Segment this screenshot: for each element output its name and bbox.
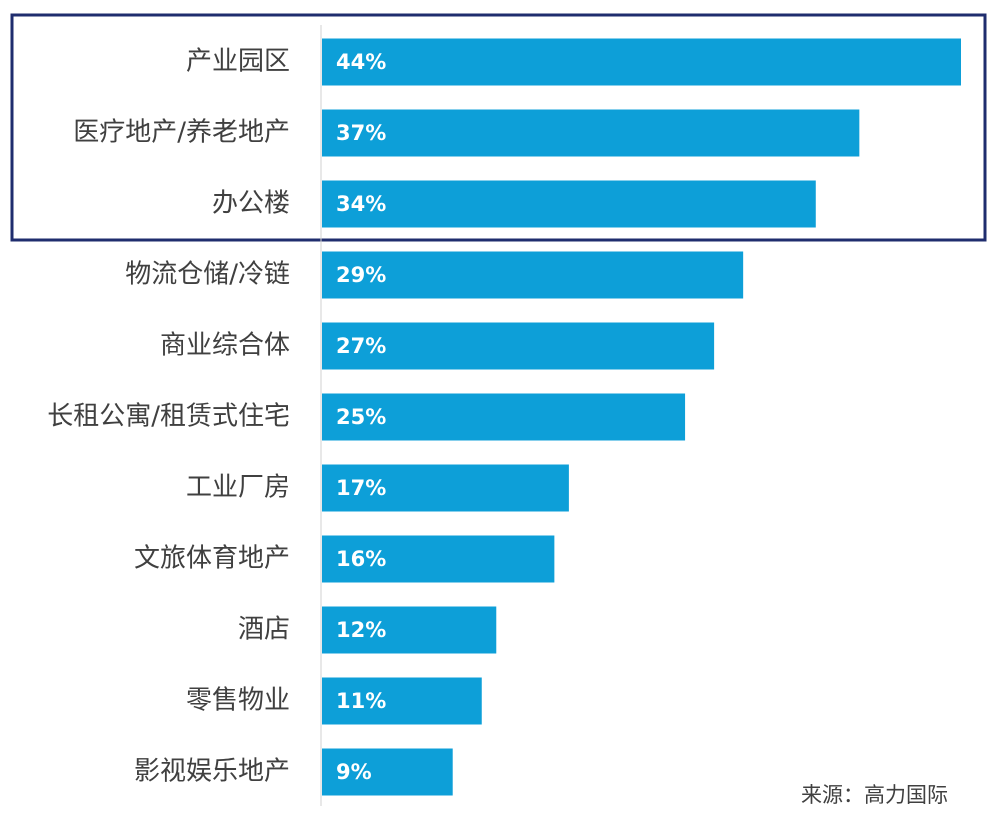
category-label: 酒店 <box>238 615 290 645</box>
category-label: 长租公寓/租赁式住宅 <box>47 402 290 432</box>
value-label: 27% <box>336 334 386 358</box>
highlight-box <box>10 13 987 242</box>
value-label: 11% <box>336 689 386 713</box>
category-label: 工业厂房 <box>186 473 290 503</box>
bar <box>322 180 816 228</box>
category-label: 文旅体育地产 <box>134 544 290 574</box>
bar <box>322 748 453 796</box>
bar <box>322 322 715 370</box>
value-label: 34% <box>336 192 386 216</box>
category-label: 医疗地产/养老地产 <box>73 118 290 148</box>
value-label: 17% <box>336 476 386 500</box>
bar <box>322 606 497 654</box>
bar <box>322 109 860 157</box>
bar <box>322 677 482 725</box>
category-label: 办公楼 <box>212 189 290 219</box>
value-label: 12% <box>336 618 386 642</box>
category-label: 产业园区 <box>186 47 290 77</box>
source-note: 来源：高力国际 <box>801 783 948 807</box>
value-label: 25% <box>336 405 386 429</box>
bar <box>322 535 555 583</box>
value-label: 16% <box>336 547 386 571</box>
value-label: 29% <box>336 263 386 287</box>
value-label: 9% <box>336 760 372 784</box>
category-label: 零售物业 <box>186 686 290 716</box>
bar <box>322 251 744 299</box>
value-label: 44% <box>336 50 386 74</box>
bar <box>322 393 686 441</box>
bar <box>322 38 961 86</box>
value-label: 37% <box>336 121 386 145</box>
bar <box>322 464 569 512</box>
category-label: 物流仓储/冷链 <box>125 260 290 290</box>
category-label: 影视娱乐地产 <box>134 757 290 787</box>
category-label: 商业综合体 <box>160 331 290 361</box>
